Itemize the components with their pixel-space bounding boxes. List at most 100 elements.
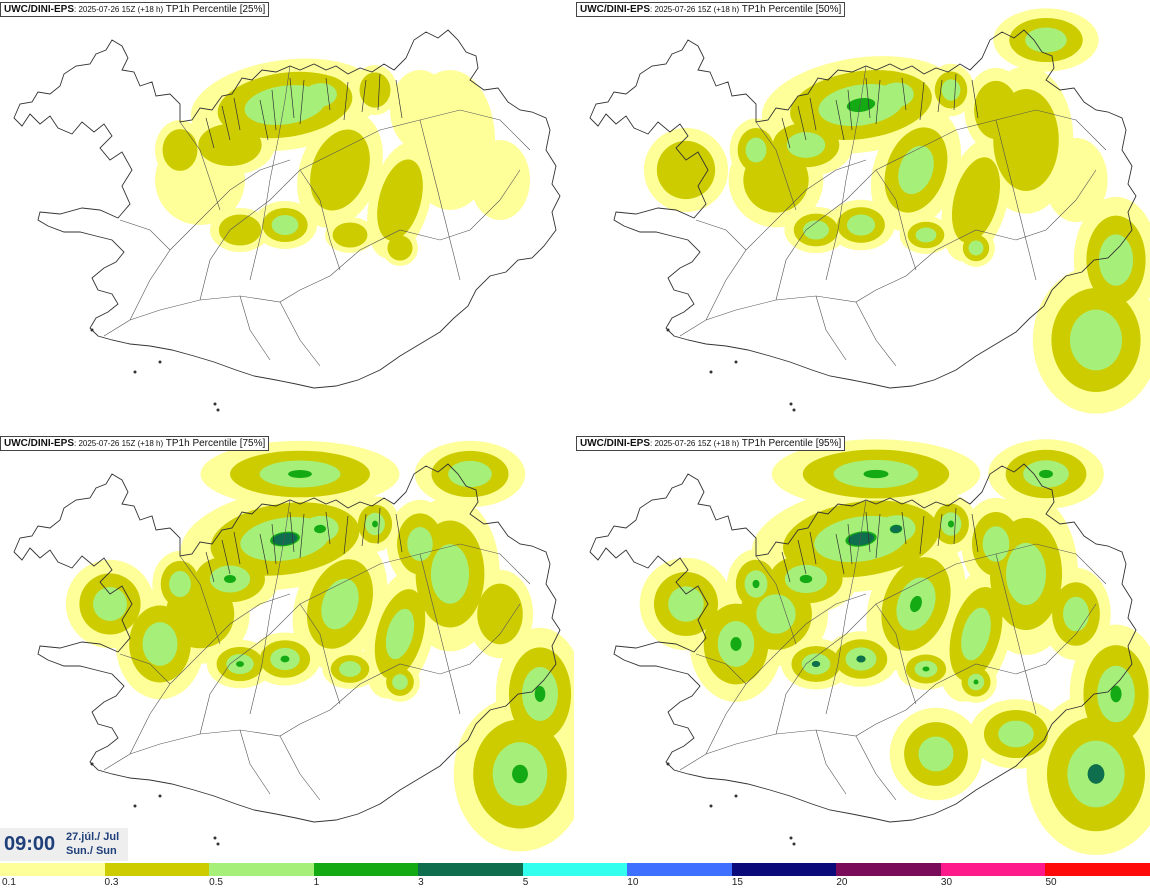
island: [133, 370, 137, 374]
precip-contour: [1069, 309, 1123, 371]
road-line: [815, 729, 847, 795]
precip-field: [65, 440, 574, 852]
precip-contour: [863, 469, 889, 479]
coastline: [589, 29, 1137, 389]
precip-contour: [314, 524, 326, 534]
road-line: [379, 543, 531, 585]
precip-contour: [915, 227, 937, 243]
fjord-lines: [901, 507, 957, 555]
colorbar-segment: [104, 863, 210, 876]
precip-contour: [448, 460, 492, 488]
fjord-lines: [205, 513, 403, 583]
fjord-lines: [325, 507, 381, 555]
model-name: UWC/DINI-EPS: [4, 4, 74, 15]
precip-contour: [898, 145, 934, 195]
map-panel-p25: UWC/DINI-EPS: 2025-07-26 15Z (+18 h) TP1…: [0, 0, 574, 428]
fjord-lines: [781, 513, 979, 583]
precip-colorbar: [0, 863, 1150, 876]
precip-contour: [1063, 596, 1089, 632]
road-line: [103, 275, 331, 337]
field-name: TP1h Percentile [25%]: [163, 4, 266, 15]
fjord-lines: [259, 77, 305, 141]
precip-contour: [730, 637, 742, 651]
colorbar-tick-label: 0.3: [104, 877, 119, 888]
fjord-lines: [901, 73, 957, 121]
fjord-lines: [205, 79, 403, 149]
precip-contour: [918, 736, 954, 772]
colorbar-tick-label: 15: [731, 877, 743, 888]
precip-contour: [339, 661, 361, 677]
precip-contour: [224, 575, 236, 583]
coastline: [13, 29, 561, 389]
precip-contour: [799, 574, 813, 584]
road-line: [329, 169, 521, 277]
road-line: [855, 301, 897, 367]
road-line: [905, 603, 1097, 711]
road-line: [199, 563, 381, 735]
valid-hour: 09:00: [4, 833, 56, 855]
model-name: UWC/DINI-EPS: [580, 438, 650, 449]
map-panel-p50: UWC/DINI-EPS: 2025-07-26 15Z (+18 h) TP1…: [576, 0, 1150, 428]
precip-contour: [390, 70, 450, 150]
run-time: : 2025-07-26 15Z (+18 h): [74, 5, 164, 14]
precip-contour: [910, 595, 922, 613]
precip-contour: [372, 520, 378, 528]
precip-map: [589, 439, 1150, 856]
precip-contour: [786, 132, 826, 158]
colorbar-segment: [836, 863, 941, 876]
road-line: [825, 499, 867, 715]
valid-time-box: 09:00 27.júl./ Jul Sun./ Sun: [0, 828, 128, 861]
panel-title: UWC/DINI-EPS: 2025-07-26 15Z (+18 h) TP1…: [576, 436, 846, 451]
colorbar-tick-label: 0.1: [2, 877, 16, 888]
road-line: [103, 709, 331, 771]
road-line: [119, 219, 171, 251]
road-line: [279, 735, 321, 801]
road-line: [249, 65, 291, 281]
precip-contour: [846, 214, 876, 236]
road-line: [855, 735, 897, 801]
precip-map: [13, 440, 574, 852]
precip-contour: [951, 157, 1001, 243]
road-line: [239, 295, 271, 361]
precip-contour: [162, 129, 198, 171]
colorbar-tick-label: 1: [313, 877, 320, 888]
road-line: [955, 109, 1107, 151]
precip-contour: [745, 137, 767, 163]
precip-contour: [272, 532, 298, 546]
precip-contour: [890, 525, 902, 533]
island: [789, 836, 793, 840]
island: [216, 408, 220, 412]
island: [216, 842, 220, 846]
precip-contour: [982, 526, 1010, 562]
precip-contour: [1039, 469, 1053, 479]
precip-contour: [656, 140, 716, 200]
precip-contour: [477, 583, 523, 645]
island: [213, 836, 217, 840]
precip-contour: [93, 587, 127, 621]
road-line: [705, 593, 867, 755]
road-line: [705, 159, 867, 321]
colorbar-segment: [0, 863, 105, 876]
road-line: [875, 603, 917, 705]
island: [709, 370, 713, 374]
map-panel-p95: UWC/DINI-EPS: 2025-07-26 15Z (+18 h) TP1…: [576, 434, 1150, 862]
panel-title: UWC/DINI-EPS: 2025-07-26 15Z (+18 h) TP1…: [0, 2, 270, 17]
valid-date: 27.júl./ Jul Sun./ Sun: [66, 830, 119, 858]
road-line: [679, 709, 907, 771]
precip-contour: [385, 608, 415, 660]
precip-contour: [271, 214, 299, 236]
colorbar-ticks: 0.1 0.3 0.5 1 3 5 10 15 20 30 50: [0, 877, 1150, 891]
road-line: [995, 553, 1037, 715]
precip-contour: [941, 79, 961, 101]
run-time: : 2025-07-26 15Z (+18 h): [74, 439, 164, 448]
field-name: TP1h Percentile [95%]: [739, 438, 842, 449]
precip-contour: [752, 579, 760, 589]
island: [90, 762, 94, 766]
island: [734, 360, 738, 364]
precip-contour: [407, 527, 433, 561]
precip-contour: [288, 470, 312, 478]
precip-map: [589, 8, 1150, 414]
island: [213, 402, 217, 406]
island: [158, 360, 162, 364]
precip-contour: [1087, 764, 1105, 784]
